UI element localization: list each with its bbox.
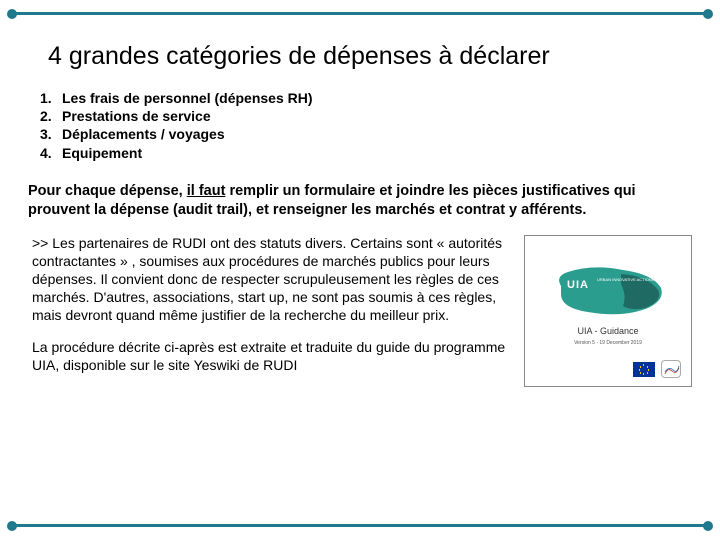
list-item: 1. Les frais de personnel (dépenses RH) bbox=[40, 89, 692, 107]
intro-paragraph: Pour chaque dépense, il faut remplir un … bbox=[28, 182, 692, 220]
list-label: Déplacements / voyages bbox=[62, 125, 225, 143]
uia-blob-icon bbox=[553, 266, 665, 316]
list-label: Prestations de service bbox=[62, 107, 211, 125]
body-paragraph-2: La procédure décrite ci-après est extrai… bbox=[32, 339, 506, 375]
list-item: 4. Equipement bbox=[40, 144, 692, 162]
list-item: 2. Prestations de service bbox=[40, 107, 692, 125]
list-item: 3. Déplacements / voyages bbox=[40, 125, 692, 143]
erdf-logo-icon bbox=[661, 360, 681, 378]
rule-bar bbox=[12, 524, 708, 527]
uia-badge: UIA URBAN INNOVATIVE ACTIONS bbox=[553, 266, 665, 316]
list-number: 2. bbox=[40, 107, 62, 125]
page-title: 4 grandes catégories de dépenses à décla… bbox=[48, 42, 692, 71]
body-paragraph-1: >> Les partenaires de RUDI ont des statu… bbox=[32, 235, 506, 325]
rule-dot bbox=[703, 521, 713, 531]
list-label: Equipement bbox=[62, 144, 142, 162]
columns: >> Les partenaires de RUDI ont des statu… bbox=[32, 235, 692, 388]
guidance-document: UIA URBAN INNOVATIVE ACTIONS UIA - Guida… bbox=[524, 235, 692, 387]
guidance-subtitle: Version 5 · 19 December 2019 bbox=[525, 340, 691, 346]
list-number: 3. bbox=[40, 125, 62, 143]
category-list: 1. Les frais de personnel (dépenses RH) … bbox=[40, 89, 692, 162]
eu-flag-icon bbox=[633, 362, 655, 377]
intro-prefix: Pour chaque dépense, bbox=[28, 183, 183, 199]
uia-sublabel: URBAN INNOVATIVE ACTIONS bbox=[597, 278, 654, 282]
rule-dot bbox=[703, 9, 713, 19]
guidance-title: UIA - Guidance bbox=[525, 326, 691, 336]
list-label: Les frais de personnel (dépenses RH) bbox=[62, 89, 313, 107]
uia-label: UIA bbox=[567, 279, 589, 291]
rule-bar bbox=[12, 12, 708, 15]
intro-under: il faut bbox=[187, 183, 226, 199]
body-column: >> Les partenaires de RUDI ont des statu… bbox=[32, 235, 506, 388]
list-number: 1. bbox=[40, 89, 62, 107]
list-number: 4. bbox=[40, 144, 62, 162]
rule-dot bbox=[7, 521, 17, 531]
slide-content: 4 grandes catégories de dépenses à décla… bbox=[38, 42, 692, 389]
logo-row bbox=[633, 360, 681, 378]
rule-dot bbox=[7, 9, 17, 19]
